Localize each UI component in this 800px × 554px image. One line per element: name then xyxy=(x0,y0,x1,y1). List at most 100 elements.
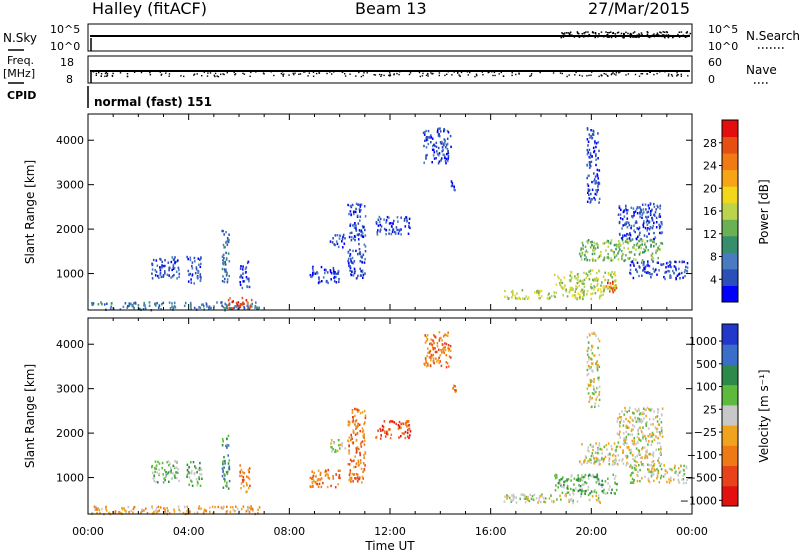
power-echo-cell xyxy=(589,200,592,203)
power-echo-cell xyxy=(570,276,573,279)
velocity-echo-cell xyxy=(227,444,230,447)
power-echo-cell xyxy=(511,289,514,293)
velocity-echo-cell xyxy=(662,475,665,478)
power-echo-cell xyxy=(579,296,581,299)
nsearch-dot xyxy=(680,31,683,33)
power-echo-cell xyxy=(603,242,606,245)
power-echo-cell xyxy=(635,258,637,261)
velocity-echo-cell xyxy=(651,433,654,436)
power-echo-cell xyxy=(583,294,585,297)
nsearch-dot xyxy=(597,35,599,38)
power-echo-cell xyxy=(659,207,661,210)
power-echo-cell xyxy=(202,303,204,306)
power-echo-cell xyxy=(621,227,623,230)
nave-dot xyxy=(398,73,400,76)
velocity-echo-cell xyxy=(356,480,359,483)
velocity-echo-cell xyxy=(143,509,145,512)
velocity-echo-cell xyxy=(598,393,600,396)
nave-dot xyxy=(149,74,152,76)
power-echo-cell xyxy=(632,276,635,280)
nave-dot xyxy=(160,73,163,75)
velocity-colorbar-swatch xyxy=(722,425,738,446)
velocity-echo-cell xyxy=(584,481,586,484)
velocity-echo-cell xyxy=(594,460,596,464)
velocity-echo-cell xyxy=(430,338,432,341)
power-echo-cell xyxy=(453,185,455,189)
power-echo-cell xyxy=(199,275,202,278)
nave-dot xyxy=(388,71,391,73)
power-echo-cell xyxy=(438,160,441,163)
nsearch-dot xyxy=(562,36,565,38)
velocity-echo-cell xyxy=(640,421,643,424)
power-echo-cell xyxy=(594,142,596,145)
velocity-echo-cell xyxy=(405,423,407,426)
power-echo-cell xyxy=(600,254,602,257)
velocity-echo-cell xyxy=(319,473,322,477)
power-echo-cell xyxy=(621,239,624,242)
nsearch-dot xyxy=(639,34,641,37)
nsearch-dot xyxy=(638,33,640,35)
velocity-echo-cell xyxy=(626,410,628,414)
power-echo-cell xyxy=(223,233,225,236)
velocity-echo-cell xyxy=(655,435,657,438)
power-echo-cell xyxy=(447,157,449,160)
power-echo-cell xyxy=(627,247,629,250)
power-echo-cell xyxy=(333,280,336,283)
velocity-echo-cell xyxy=(588,450,590,453)
velocity-echo-cell xyxy=(97,507,99,510)
power-echo-cell xyxy=(569,279,572,283)
power-echo-cell xyxy=(334,271,336,274)
velocity-echo-cell xyxy=(623,420,625,423)
power-y-axis-label: Slant Range [km] xyxy=(23,160,37,264)
power-echo-cell xyxy=(665,262,668,265)
velocity-echo-cell xyxy=(404,436,407,440)
power-colorbar-swatch xyxy=(722,252,738,270)
power-echo-cell xyxy=(639,206,641,209)
power-echo-cell xyxy=(237,301,240,304)
power-echo-cell xyxy=(349,248,351,252)
velocity-echo-cell xyxy=(375,436,378,439)
velocity-echo-cell xyxy=(362,429,365,432)
velocity-echo-cell xyxy=(398,436,400,439)
power-echo-cell xyxy=(626,232,628,236)
velocity-echo-cell xyxy=(587,477,590,480)
power-colorbar-tick-label: 4 xyxy=(710,273,717,286)
velocity-echo-cell xyxy=(515,501,518,504)
velocity-echo-cell xyxy=(637,429,639,433)
velocity-echo-cell xyxy=(625,464,628,467)
power-echo-cell xyxy=(594,278,597,281)
power-y-tick-label: 4000 xyxy=(56,134,84,147)
velocity-echo-cell xyxy=(661,435,664,438)
velocity-colorbar-tick-label: 1000 xyxy=(689,335,717,348)
power-echo-cell xyxy=(647,227,649,230)
velocity-echo-cell xyxy=(589,458,591,461)
velocity-echo-cell xyxy=(364,451,366,454)
velocity-echo-cell xyxy=(331,446,333,449)
velocity-echo-cell xyxy=(663,464,665,467)
power-echo-cell xyxy=(145,308,147,311)
power-echo-cell xyxy=(242,301,244,304)
velocity-echo-cell xyxy=(360,445,363,448)
nsearch-dot xyxy=(685,35,688,38)
velocity-echo-cell xyxy=(348,424,350,427)
power-echo-cell xyxy=(633,253,636,256)
power-echo-cell xyxy=(607,279,610,282)
power-echo-cell xyxy=(624,223,626,227)
velocity-echo-cell xyxy=(178,479,180,483)
nsearch-dot xyxy=(669,34,672,37)
velocity-echo-cell xyxy=(196,511,199,514)
power-echo-cell xyxy=(336,234,339,237)
nave-dot xyxy=(475,73,478,75)
nsearch-dot xyxy=(641,33,643,36)
power-echo-cell xyxy=(228,238,230,242)
nave-dot xyxy=(388,74,390,77)
power-echo-cell xyxy=(681,261,683,264)
velocity-echo-cell xyxy=(576,489,579,492)
nsearch-tick-top: 10^5 xyxy=(708,23,738,36)
nave-dot xyxy=(399,71,401,73)
power-echo-cell xyxy=(678,272,681,275)
velocity-echo-cell xyxy=(594,475,596,479)
velocity-echo-cell xyxy=(595,334,597,337)
power-echo-cell xyxy=(243,302,245,305)
power-echo-cell xyxy=(248,280,250,283)
